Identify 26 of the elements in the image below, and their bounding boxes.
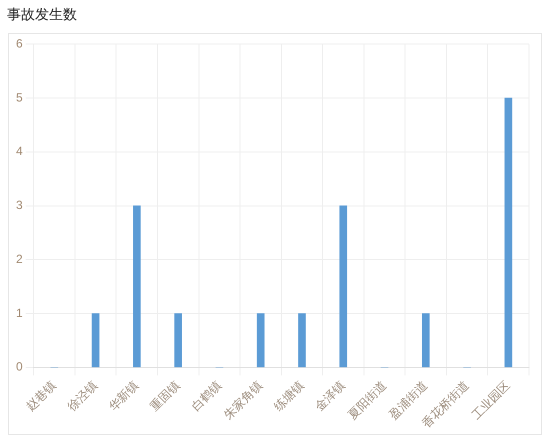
y-tick-label: 1 (16, 306, 23, 320)
x-tick-label: 赵巷镇 (23, 378, 59, 414)
x-tick-label: 华新镇 (106, 378, 142, 414)
y-tick-label: 4 (16, 144, 23, 158)
bar (339, 205, 348, 368)
bar (256, 313, 265, 368)
chart-title: 事故发生数 (7, 6, 77, 24)
bar (92, 313, 100, 368)
bar (174, 313, 182, 368)
y-tick-label: 5 (16, 90, 23, 104)
bar (298, 313, 306, 368)
bar (422, 313, 430, 368)
x-tick-label: 工业园区 (468, 378, 513, 422)
x-tick-label: 徐泾镇 (64, 378, 100, 414)
y-tick-label: 0 (16, 360, 23, 374)
x-tick-label: 练塘镇 (271, 378, 306, 414)
y-tick-label: 2 (16, 252, 23, 266)
x-tick-label: 白鹤镇 (188, 378, 224, 414)
y-tick-label: 6 (16, 36, 23, 51)
bar (504, 98, 512, 368)
bar (133, 205, 141, 368)
y-tick-label: 3 (16, 198, 23, 212)
x-tick-label: 重固镇 (147, 378, 183, 414)
x-tick-label: 金泽镇 (312, 378, 348, 414)
x-tick-label: 朱家角镇 (221, 378, 266, 422)
x-tick-label: 夏阳街道 (345, 378, 389, 422)
